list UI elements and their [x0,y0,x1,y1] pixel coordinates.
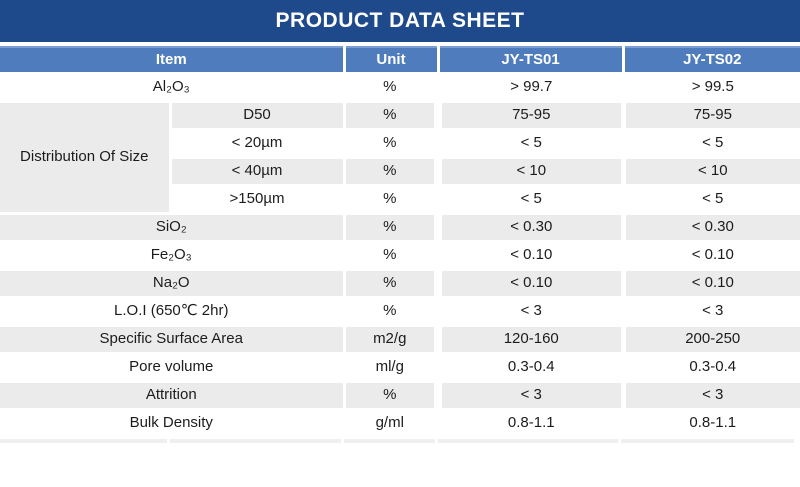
col-header-item: Item [0,46,346,75]
ts01-value-cell: < 5 [434,183,625,215]
ts02-value-cell: < 0.10 [620,239,800,271]
ts02-value-cell: 0.8-1.1 [620,407,800,439]
unit-cell: % [342,239,440,271]
item-cell: Na₂O [0,267,346,299]
table-row-lt20um: < 20µm % < 5 < 5 [0,127,800,159]
item-cell: Fe₂O₃ [0,239,346,271]
ts02-value-cell: < 10 [620,155,800,187]
item-cell: D50 [168,99,346,131]
ts01-value-cell: 0.3-0.4 [434,351,625,383]
ts02-value-cell: < 3 [620,295,800,327]
col-header-jy-ts02: JY-TS02 [621,46,800,75]
unit-cell: % [342,183,440,215]
unit-cell: % [342,127,440,159]
ts01-value-cell: < 0.30 [434,211,625,243]
item-cell: SiO₂ [0,211,346,243]
partial-cell [344,438,435,443]
col-header-unit: Unit [342,46,440,75]
ts02-value-cell: > 99.5 [620,71,800,103]
unit-cell: % [342,99,440,131]
table-row-fe2o3: Fe₂O₃ % < 0.10 < 0.10 [0,239,800,271]
partial-cell [0,438,167,443]
ts02-value-cell: < 3 [620,379,800,411]
item-cell: < 20µm [168,127,346,159]
item-cell: Attrition [0,379,346,411]
table-header-row: Item Unit JY-TS01 JY-TS02 [0,46,800,75]
table-row-attrition: Attrition % < 3 < 3 [0,379,800,411]
ts01-value-cell: < 0.10 [434,267,625,299]
table-row-specific-surface-area: Specific Surface Area m2/g 120-160 200-2… [0,323,800,355]
ts02-value-cell: < 5 [620,127,800,159]
page-title: PRODUCT DATA SHEET [275,9,525,32]
distribution-group-cell: Distribution Of Size [0,99,172,215]
ts01-value-cell: < 10 [434,155,625,187]
partial-cell [170,438,341,443]
spec-table: Item Unit JY-TS01 JY-TS02 Al₂O₃ % > 99.7… [0,46,800,439]
ts02-value-cell: 200-250 [620,323,800,355]
ts01-value-cell: < 0.10 [434,239,625,271]
unit-cell: % [342,267,440,299]
ts01-value-cell: 75-95 [434,99,625,131]
unit-cell: % [342,71,440,103]
partial-cell [621,438,794,443]
ts02-value-cell: 75-95 [620,99,800,131]
unit-cell: ml/g [342,351,440,383]
partial-cell [438,438,618,443]
table-row-gt150um: >150µm % < 5 < 5 [0,183,800,215]
item-cell: < 40µm [168,155,346,187]
table-row-lt40um: < 40µm % < 10 < 10 [0,155,800,187]
unit-cell: m2/g [342,323,440,355]
item-cell: >150µm [168,183,346,215]
partial-next-row [0,438,800,443]
unit-cell: g/ml [342,407,440,439]
table-row-na2o: Na₂O % < 0.10 < 0.10 [0,267,800,299]
table-row-loi: L.O.I (650℃ 2hr) % < 3 < 3 [0,295,800,327]
unit-cell: % [342,379,440,411]
item-cell: Bulk Density [0,407,346,439]
unit-cell: % [342,211,440,243]
ts01-value-cell: 120-160 [434,323,625,355]
table-row-pore-volume: Pore volume ml/g 0.3-0.4 0.3-0.4 [0,351,800,383]
unit-cell: % [342,155,440,187]
table-row-sio2: SiO₂ % < 0.30 < 0.30 [0,211,800,243]
ts01-value-cell: < 3 [434,295,625,327]
ts01-value-cell: < 5 [434,127,625,159]
table-row-al2o3: Al₂O₃ % > 99.7 > 99.5 [0,71,800,103]
ts02-value-cell: < 0.10 [620,267,800,299]
ts01-value-cell: < 3 [434,379,625,411]
unit-cell: % [342,295,440,327]
item-cell: L.O.I (650℃ 2hr) [0,295,346,327]
item-cell: Specific Surface Area [0,323,346,355]
item-cell: Pore volume [0,351,346,383]
title-bar: PRODUCT DATA SHEET [0,0,800,42]
ts01-value-cell: > 99.7 [434,71,625,103]
ts01-value-cell: 0.8-1.1 [434,407,625,439]
table-row-d50: Distribution Of Size D50 % 75-95 75-95 [0,99,800,215]
table-row-bulk-density: Bulk Density g/ml 0.8-1.1 0.8-1.1 [0,407,800,439]
ts02-value-cell: < 0.30 [620,211,800,243]
ts02-value-cell: 0.3-0.4 [620,351,800,383]
col-header-jy-ts01: JY-TS01 [436,46,625,75]
item-cell: Al₂O₃ [0,71,346,103]
ts02-value-cell: < 5 [620,183,800,215]
